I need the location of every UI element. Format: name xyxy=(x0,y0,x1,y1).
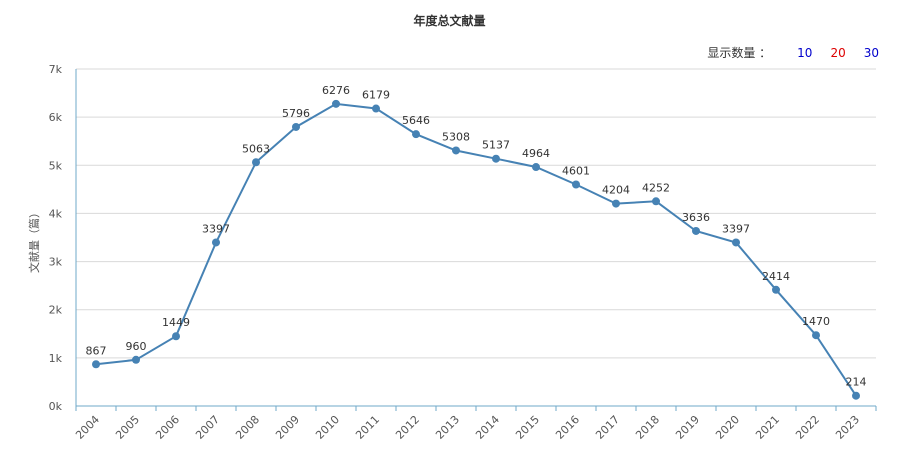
data-point xyxy=(772,285,780,294)
display-count-option-30[interactable]: 30 xyxy=(863,46,879,60)
data-point xyxy=(452,146,460,155)
x-tick-label: 2010 xyxy=(313,413,342,442)
data-label: 5796 xyxy=(282,107,310,120)
x-tick-label: 2006 xyxy=(153,413,182,442)
data-point xyxy=(412,130,420,139)
y-tick-label: 4k xyxy=(49,207,63,220)
series-line xyxy=(95,102,857,397)
y-tick-label: 1k xyxy=(49,352,63,365)
data-label: 214 xyxy=(846,376,867,389)
data-label: 3636 xyxy=(682,211,710,224)
data-point xyxy=(92,360,100,369)
y-tick-label: 2k xyxy=(49,304,63,317)
data-point xyxy=(492,154,500,163)
display-count-option-20[interactable]: 20 xyxy=(830,46,846,60)
x-tick-label: 2004 xyxy=(73,413,102,442)
x-tick-label: 2008 xyxy=(233,413,262,442)
x-tick-label: 2005 xyxy=(113,413,142,442)
data-point xyxy=(252,158,260,167)
data-label: 2414 xyxy=(762,270,790,283)
x-tick-label: 2022 xyxy=(793,413,822,442)
data-label: 4601 xyxy=(562,164,590,177)
data-point xyxy=(172,332,180,341)
x-tick-label: 2016 xyxy=(553,413,582,442)
x-tick-label: 2023 xyxy=(833,413,862,442)
x-tick-label: 2011 xyxy=(353,413,382,442)
data-label: 5137 xyxy=(482,139,510,152)
data-label: 3397 xyxy=(722,222,750,235)
data-label: 1449 xyxy=(162,316,190,329)
data-point xyxy=(812,331,820,340)
series-line-path xyxy=(95,102,857,397)
y-tick-label: 0k xyxy=(49,400,63,413)
data-label: 960 xyxy=(126,340,147,353)
x-tick-labels: 2004 2005 2006 2007 2008 2009 2010 2011 2012 2013… xyxy=(73,413,862,442)
data-points xyxy=(92,99,860,400)
data-label: 4204 xyxy=(602,184,630,197)
data-point xyxy=(372,104,380,113)
data-label: 4964 xyxy=(522,147,550,160)
data-label: 3397 xyxy=(202,222,230,235)
data-point xyxy=(292,122,300,131)
data-point xyxy=(332,99,340,108)
data-point xyxy=(692,226,700,235)
y-tick-label: 5k xyxy=(49,159,63,172)
x-tick-label: 2012 xyxy=(393,413,422,442)
data-point xyxy=(852,391,860,400)
data-label: 867 xyxy=(86,344,107,357)
y-tick-labels: 0k 1k 2k 3k 4k 5k 6k 7k xyxy=(49,63,63,413)
data-label: 1470 xyxy=(802,315,830,328)
data-label: 5646 xyxy=(402,114,430,127)
x-tick-label: 2015 xyxy=(513,413,542,442)
y-tick-label: 6k xyxy=(49,111,63,124)
data-label: 6179 xyxy=(362,89,390,102)
data-point xyxy=(532,163,540,172)
data-label: 4252 xyxy=(642,181,670,194)
data-point xyxy=(732,238,740,247)
x-tick-label: 2007 xyxy=(193,413,222,442)
chart-title: 年度总文献量 xyxy=(413,14,486,28)
x-tick-label: 2021 xyxy=(753,413,782,442)
data-point xyxy=(612,199,620,208)
display-count-control: 显示数量 ： 10 20 30 xyxy=(707,44,879,61)
data-point xyxy=(572,180,580,189)
data-label: 5308 xyxy=(442,130,470,143)
x-tick-label: 2013 xyxy=(433,413,462,442)
data-point xyxy=(132,355,140,364)
axes xyxy=(75,69,877,411)
data-point xyxy=(652,197,660,206)
display-count-option-10[interactable]: 10 xyxy=(797,46,813,60)
data-point xyxy=(212,238,220,247)
x-tick-label: 2014 xyxy=(473,413,502,442)
x-tick-label: 2017 xyxy=(593,413,622,442)
y-axis-label: 文献量（篇） xyxy=(27,207,41,273)
data-labels: 867 960 1449 3397 5063 5796 6276 6179 5646 5308 51… xyxy=(86,84,867,389)
x-tick-label: 2018 xyxy=(633,413,662,442)
data-label: 6276 xyxy=(322,84,350,97)
display-count-label: 显示数量 ： xyxy=(707,46,772,60)
x-tick-label: 2009 xyxy=(273,413,302,442)
data-label: 5063 xyxy=(242,142,270,155)
y-tick-label: 7k xyxy=(49,63,63,76)
y-tick-label: 3k xyxy=(49,256,63,269)
x-tick-label: 2019 xyxy=(673,413,702,442)
grid-lines xyxy=(76,68,876,359)
x-tick-label: 2020 xyxy=(713,413,742,442)
